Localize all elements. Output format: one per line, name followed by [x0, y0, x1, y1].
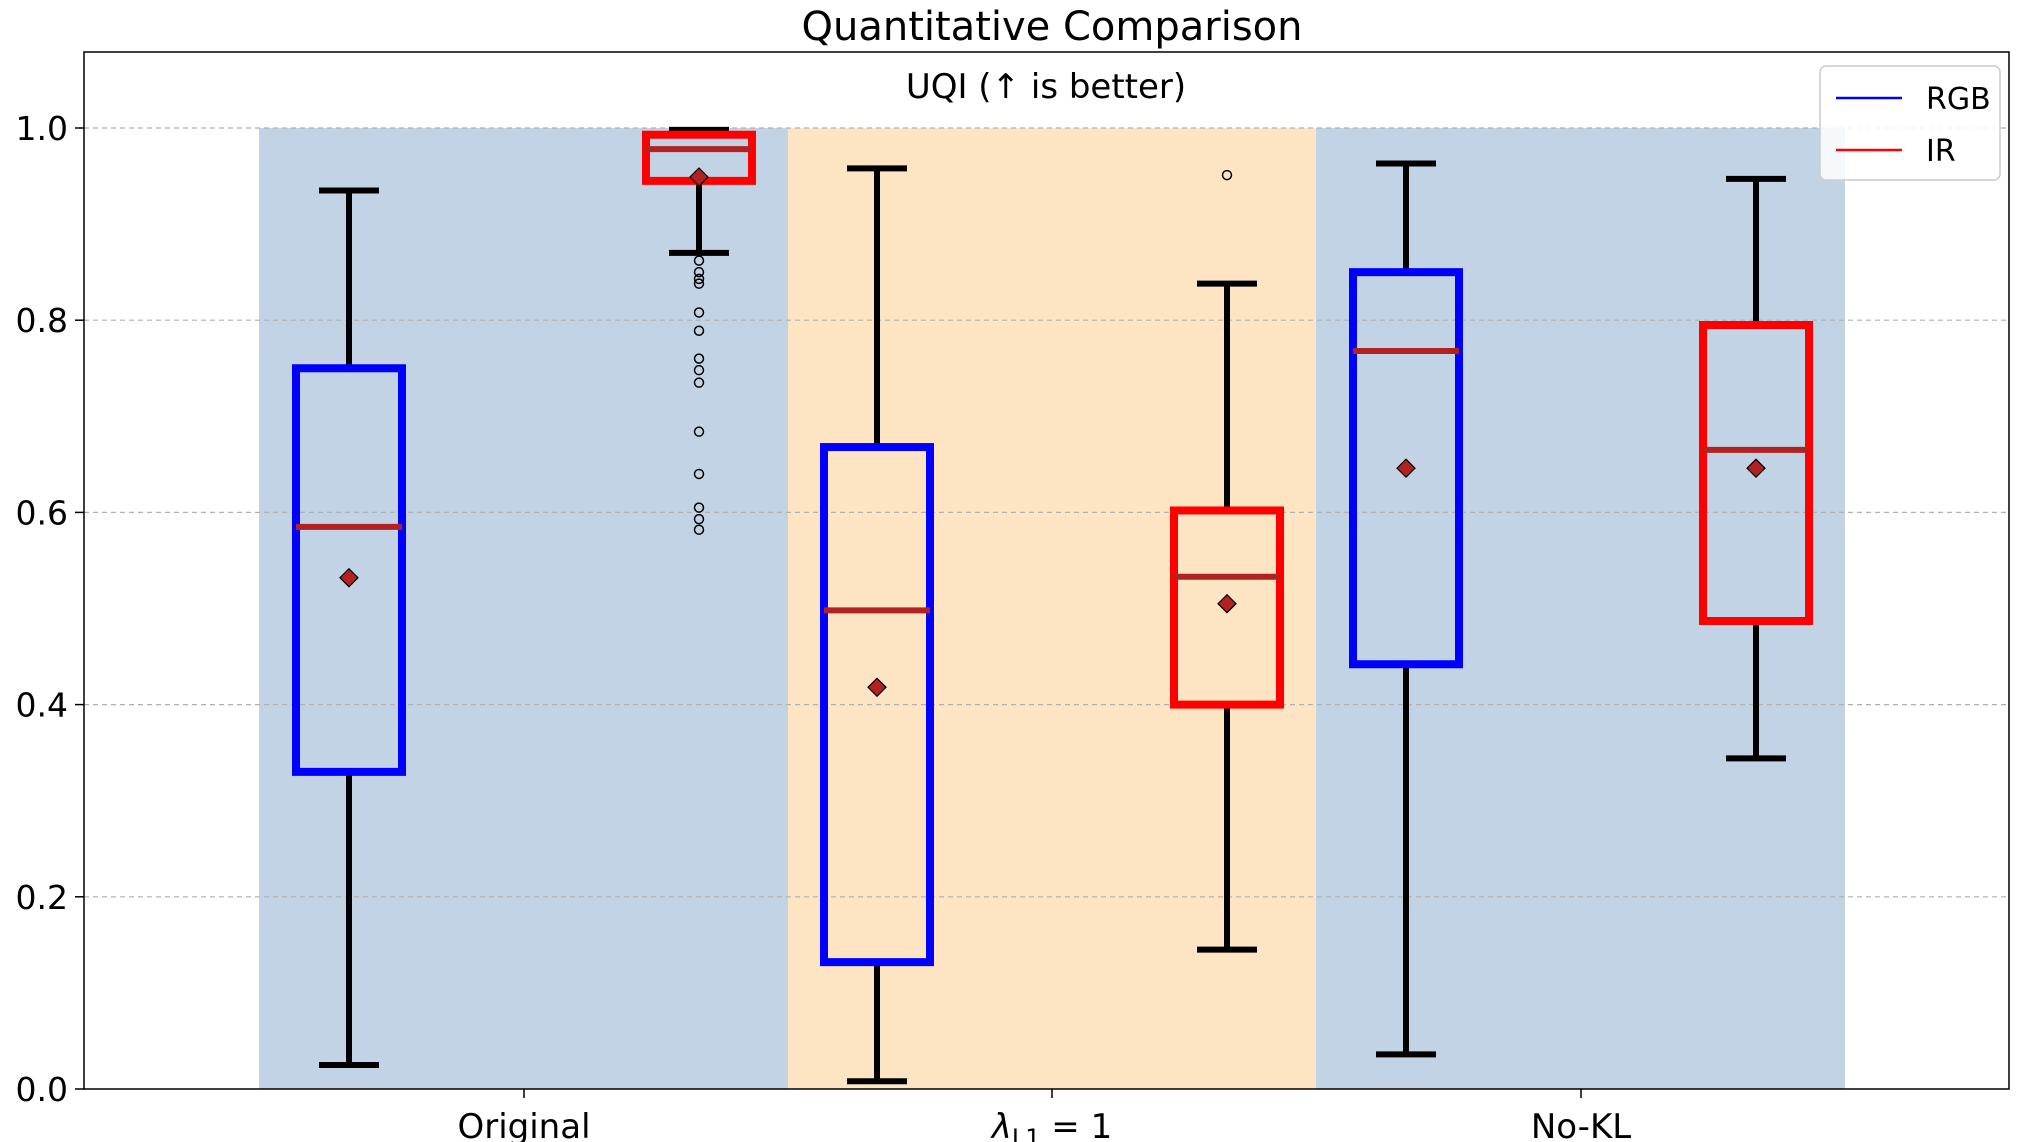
y-tick-label-2: 0.4 — [16, 686, 68, 725]
y-axis: 0.0 0.2 0.4 0.6 0.8 1.0 — [16, 109, 84, 1109]
box-ir-0 — [642, 126, 756, 535]
x-tick-label-2: No-KL — [1531, 1107, 1631, 1142]
chart-title: Quantitative Comparison — [802, 4, 1303, 50]
flier-9 — [693, 426, 705, 437]
y-tick-label-0: 0.0 — [16, 1070, 68, 1109]
flier-6 — [693, 353, 705, 364]
x-tick-label-1: λL1 = 1 — [990, 1107, 1113, 1142]
box-rgb-2 — [1349, 160, 1463, 1058]
flier-0 — [693, 255, 705, 266]
flier-7 — [693, 364, 705, 376]
box-rect — [1699, 321, 1813, 625]
flier-13 — [693, 524, 705, 535]
flier-8 — [693, 377, 705, 388]
mean-marker — [1396, 458, 1416, 479]
flier-5 — [693, 325, 705, 337]
legend-label-ir: IR — [1926, 134, 1956, 169]
box-ir-2 — [1699, 175, 1813, 762]
box-series — [292, 126, 1813, 1085]
box-rgb-1 — [820, 165, 934, 1085]
category-band-0 — [259, 128, 788, 1089]
category-bands — [259, 128, 1845, 1089]
y-tick-label-5: 1.0 — [16, 109, 68, 148]
box-rgb-0 — [292, 187, 406, 1068]
flier-0 — [1221, 169, 1233, 181]
box-rect — [292, 364, 406, 776]
flier-1 — [693, 266, 705, 278]
flier-3 — [693, 278, 705, 289]
grid-lines — [84, 127, 2009, 898]
mean-marker — [1217, 593, 1237, 614]
flier-10 — [693, 468, 705, 480]
y-tick-label-3: 0.6 — [16, 493, 68, 532]
chart-subtitle: UQI (↑ is better) — [906, 67, 1186, 107]
mean-marker — [689, 167, 709, 187]
box-rect — [1349, 268, 1463, 669]
legend-box — [1819, 65, 2001, 181]
legend-label-rgb: RGB — [1926, 82, 1991, 117]
flier-12 — [693, 513, 705, 525]
box-rect — [1170, 506, 1284, 709]
plot-frame — [83, 51, 2010, 1090]
flier-4 — [693, 307, 705, 318]
flier-11 — [693, 502, 705, 513]
box-rect — [820, 443, 934, 967]
legend: RGB IR — [1819, 65, 2001, 181]
y-tick-label-1: 0.2 — [16, 878, 68, 917]
box-ir-1 — [1170, 169, 1284, 953]
x-tick-label-0: Original — [457, 1107, 590, 1142]
mean-marker — [867, 677, 887, 698]
mean-marker — [1746, 458, 1766, 479]
flier-2 — [693, 273, 705, 285]
mean-marker — [339, 567, 359, 588]
y-tick-label-4: 0.8 — [16, 301, 68, 340]
x-axis: Original λL1 = 1 No-KL — [457, 1089, 1631, 1142]
